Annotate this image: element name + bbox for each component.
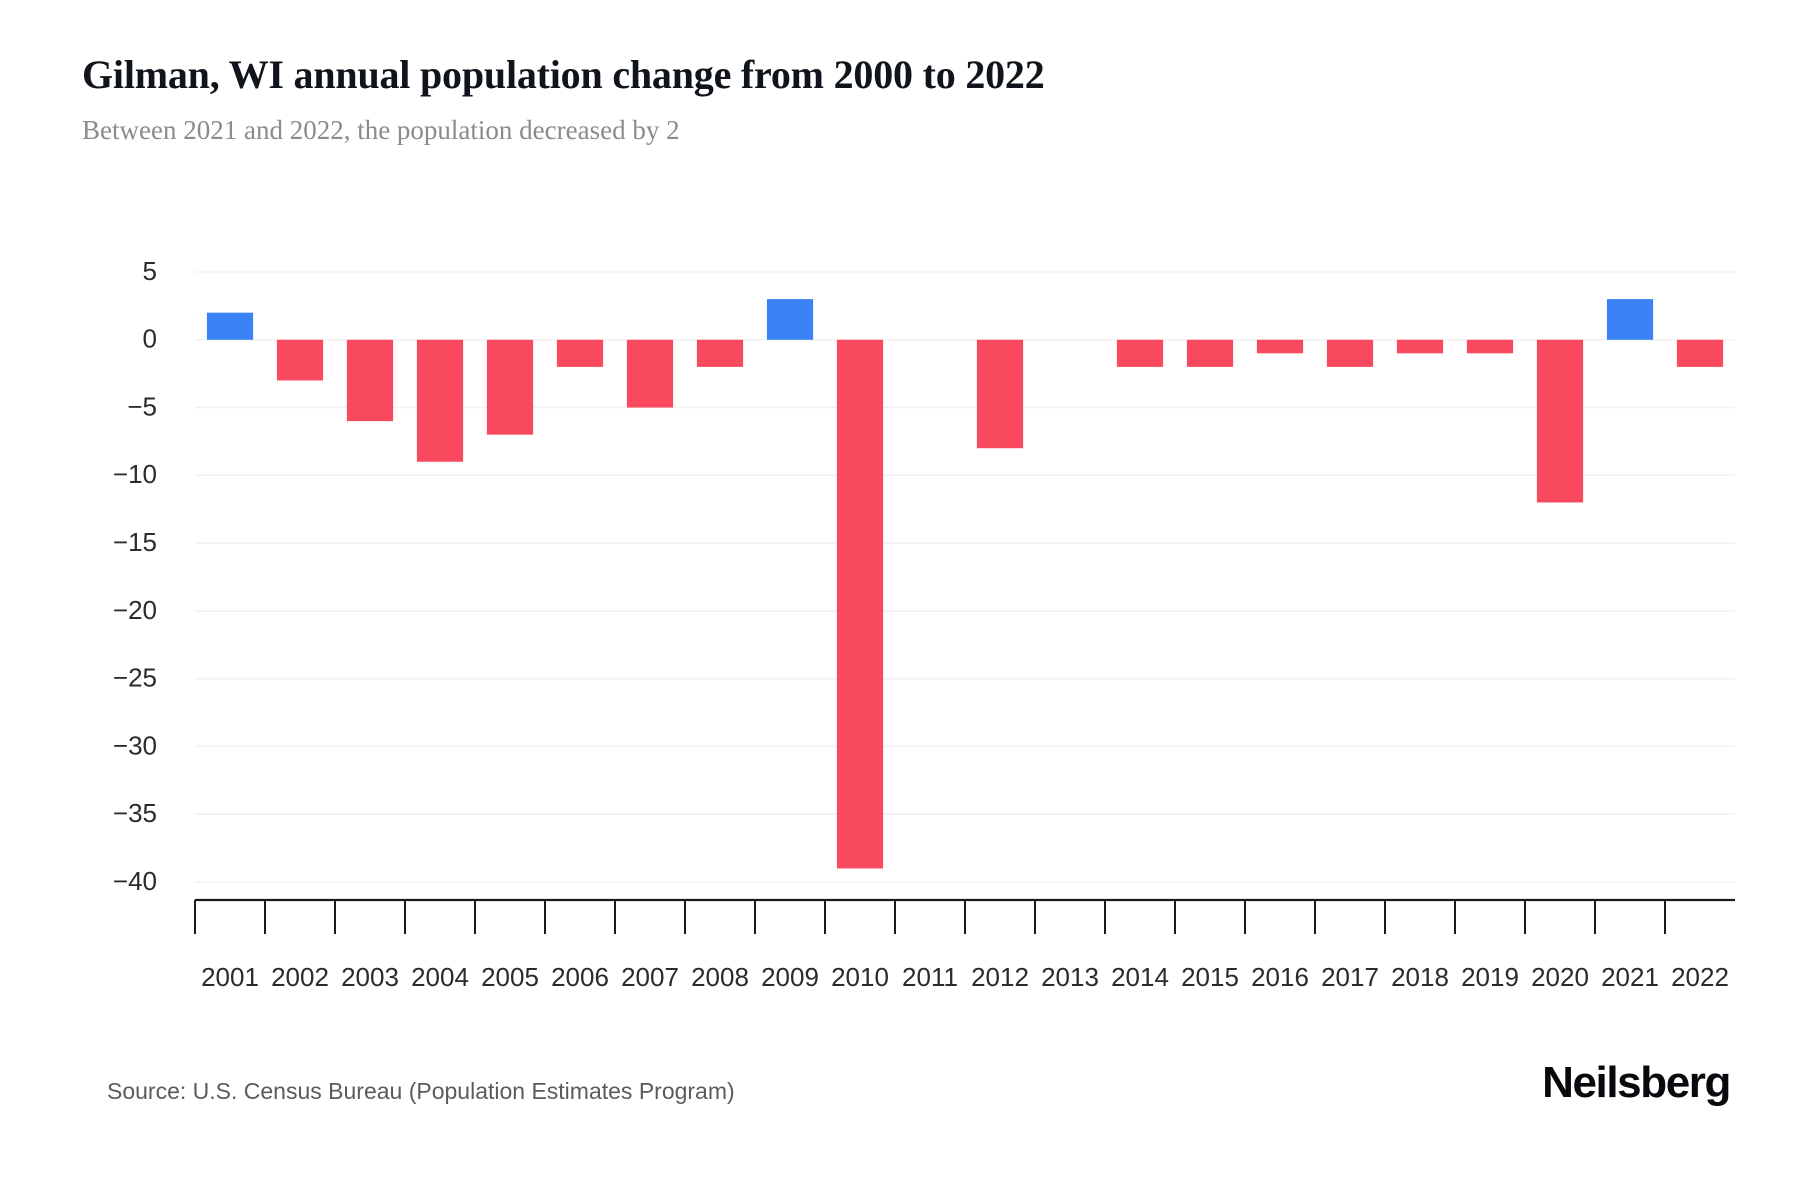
bar-2018[interactable] (1396, 339, 1444, 354)
bar-2009[interactable] (766, 299, 814, 340)
y-axis-tick-label: −25 (113, 663, 157, 693)
x-axis-tick-label: 2016 (1251, 962, 1309, 992)
x-axis-tick-label: 2004 (411, 962, 469, 992)
x-axis-tick-label: 2021 (1601, 962, 1659, 992)
bar-2019[interactable] (1466, 339, 1514, 354)
x-axis-tick-label: 2005 (481, 962, 539, 992)
bar-2014[interactable] (1116, 339, 1164, 367)
x-axis-tick-label: 2018 (1391, 962, 1449, 992)
x-axis-tick-label: 2012 (971, 962, 1029, 992)
x-axis-tick-label: 2017 (1321, 962, 1379, 992)
source-note: Source: U.S. Census Bureau (Population E… (107, 1078, 735, 1104)
x-axis-tick-label: 2001 (201, 962, 259, 992)
y-axis-tick-label: −35 (113, 798, 157, 828)
bar-2007[interactable] (626, 339, 674, 408)
bar-2003[interactable] (346, 339, 394, 422)
y-axis-tick-label: −20 (113, 595, 157, 625)
x-axis-tick-label: 2022 (1671, 962, 1729, 992)
bar-2010[interactable] (836, 339, 884, 869)
y-axis-tick-label: 0 (143, 324, 157, 354)
bar-2022[interactable] (1676, 339, 1724, 367)
x-axis-tick-label: 2003 (341, 962, 399, 992)
x-axis-tick-label: 2007 (621, 962, 679, 992)
x-axis-labels-group: 2001 2002 2003 2004 2005 2006 2007 2008 2009 2010… (201, 962, 1729, 992)
page-title: Gilman, WI annual population change from… (82, 52, 1045, 97)
x-axis-tick-label: 2019 (1461, 962, 1519, 992)
x-axis-tick-label: 2002 (271, 962, 329, 992)
x-axis-tick-label: 2008 (691, 962, 749, 992)
bar-2001[interactable] (206, 312, 254, 340)
x-axis-tick-label: 2011 (902, 962, 958, 992)
x-axis-tick-label: 2009 (761, 962, 819, 992)
bar-2006[interactable] (556, 339, 604, 367)
x-axis-tick-label: 2015 (1181, 962, 1239, 992)
y-axis-tick-label: −30 (113, 730, 157, 760)
x-axis-tick-label: 2020 (1531, 962, 1589, 992)
y-axis-labels-group: 5 0 −5 −10 −15 −20 −25 −30 −35 −40 (113, 256, 157, 896)
bar-2002[interactable] (276, 339, 324, 381)
chart-subtitle: Between 2021 and 2022, the population de… (82, 115, 680, 145)
bar-2020[interactable] (1536, 339, 1584, 503)
y-axis-tick-label: −15 (113, 527, 157, 557)
x-axis-tick-label: 2013 (1041, 962, 1099, 992)
bar-2005[interactable] (486, 339, 534, 435)
bar-2008[interactable] (696, 339, 744, 367)
bar-2015[interactable] (1186, 339, 1234, 367)
y-axis-tick-label: −10 (113, 459, 157, 489)
bar-2017[interactable] (1326, 339, 1374, 367)
bar-2004[interactable] (416, 339, 464, 462)
bars-group (206, 299, 1724, 869)
x-axis-group (194, 898, 1735, 934)
bar-2012[interactable] (976, 339, 1024, 449)
y-axis-tick-label: 5 (143, 256, 157, 286)
chart-header: Gilman, WI annual population change from… (82, 52, 1722, 146)
x-axis-tick-label: 2014 (1111, 962, 1169, 992)
bar-2016[interactable] (1256, 339, 1304, 354)
gridlines-group (195, 271, 1735, 883)
brand-logo: Neilsberg (1542, 1058, 1731, 1107)
x-axis-tick-label: 2006 (551, 962, 609, 992)
bar-chart-svg: 50−5−10−15−20−25−30−35−40 2001 2002 2003 20… (113, 256, 1735, 992)
y-axis-tick-label: −40 (113, 866, 157, 896)
y-axis-tick-label: −5 (127, 391, 157, 421)
x-axis-tick-label: 2010 (831, 962, 889, 992)
bar-2021[interactable] (1606, 299, 1654, 340)
